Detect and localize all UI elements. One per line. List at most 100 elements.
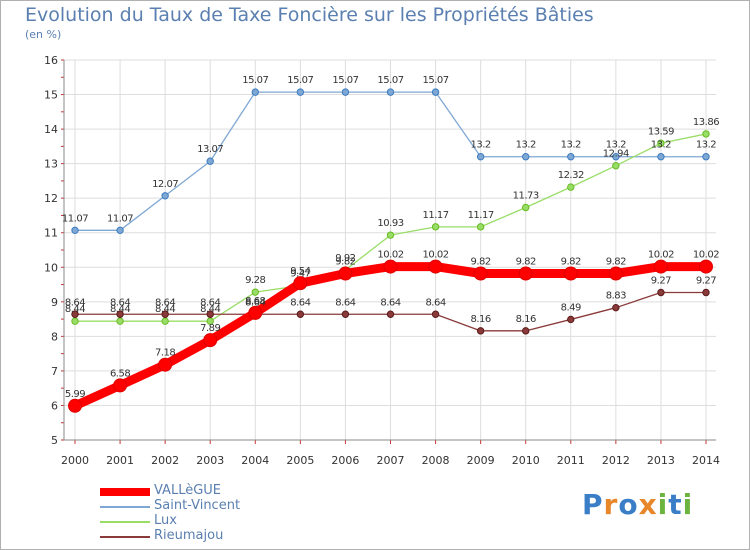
data-point-1 — [251, 88, 259, 96]
data-label: 8.83 — [606, 291, 626, 302]
x-tick-label: 2014 — [692, 454, 720, 467]
data-point-1 — [206, 157, 214, 165]
data-point-3 — [522, 327, 530, 335]
data-label: 9.28 — [245, 275, 265, 286]
data-label: 15.07 — [332, 75, 358, 86]
data-point-3 — [612, 303, 620, 312]
data-label: 7.18 — [155, 348, 175, 359]
data-point-0 — [699, 259, 713, 274]
data-point-3 — [296, 310, 305, 318]
data-label: 13.07 — [197, 144, 223, 155]
data-label: 11.07 — [62, 213, 88, 224]
data-point-0 — [653, 259, 668, 274]
data-point-2 — [116, 317, 124, 325]
proxiti-logo: Proxiti — [582, 488, 693, 521]
logo-letter: i — [657, 488, 669, 521]
data-point-2 — [476, 223, 485, 231]
data-point-1 — [522, 153, 530, 161]
data-point-2 — [612, 162, 620, 170]
x-tick-label: 2003 — [196, 454, 224, 467]
y-tick-label: 16 — [44, 54, 58, 67]
data-label: 8.44 — [200, 304, 220, 315]
legend-label: Rieumajou — [154, 528, 224, 543]
data-label: 8.44 — [155, 304, 175, 315]
data-point-2 — [71, 317, 79, 325]
data-label: 13.2 — [651, 140, 671, 151]
data-label: 15.07 — [287, 75, 313, 86]
x-tick-label: 2007 — [377, 454, 405, 467]
data-point-0 — [518, 266, 533, 281]
data-point-0 — [473, 266, 488, 281]
data-label: 8.64 — [245, 297, 265, 308]
x-tick-label: 2013 — [647, 454, 675, 467]
data-label: 9.54 — [290, 266, 310, 277]
legend-swatch — [100, 521, 150, 523]
data-point-2 — [206, 317, 214, 325]
data-point-1 — [612, 153, 620, 161]
data-point-3 — [206, 310, 214, 318]
data-label: 10.02 — [423, 250, 449, 261]
legend-swatch — [100, 488, 150, 496]
data-point-3 — [431, 310, 440, 318]
data-label: 9.82 — [335, 256, 355, 267]
data-label: 13.59 — [648, 126, 674, 137]
data-label: 8.49 — [561, 302, 581, 313]
data-label: 7.89 — [200, 323, 220, 334]
logo-letter: i — [682, 488, 694, 521]
data-label: 9.82 — [561, 256, 581, 267]
data-point-1 — [476, 153, 485, 161]
legend-label: Lux — [154, 513, 177, 528]
data-point-2 — [431, 223, 440, 231]
data-label: 8.64 — [155, 297, 175, 308]
legend-swatch — [100, 506, 150, 508]
data-label: 9.92 — [335, 253, 355, 264]
data-label: 8.64 — [290, 297, 310, 308]
data-point-2 — [567, 183, 575, 191]
data-point-3 — [386, 310, 395, 318]
data-label: 11.73 — [513, 191, 539, 202]
data-label: 5.99 — [65, 389, 85, 400]
data-point-1 — [161, 192, 169, 200]
data-label: 10.93 — [377, 218, 403, 229]
x-tick-label: 2006 — [331, 454, 359, 467]
legend-swatch — [100, 536, 150, 538]
data-point-1 — [71, 226, 79, 235]
data-point-0 — [293, 276, 308, 291]
data-label: 13.2 — [516, 140, 536, 151]
data-label: 8.44 — [110, 304, 130, 315]
data-label: 8.64 — [65, 297, 85, 308]
data-label: 9.82 — [516, 256, 536, 267]
data-point-0 — [608, 266, 623, 281]
data-label: 13.86 — [693, 117, 719, 128]
x-tick-label: 2004 — [241, 454, 269, 467]
y-tick-label: 5 — [51, 434, 58, 447]
data-point-3 — [116, 310, 124, 318]
legend-label: VALLèGUE — [154, 483, 222, 498]
y-tick-label: 12 — [44, 192, 58, 205]
data-point-3 — [71, 310, 79, 318]
data-point-1 — [116, 226, 124, 235]
data-point-0 — [563, 266, 578, 281]
data-point-2 — [251, 288, 259, 296]
data-point-2 — [386, 231, 395, 239]
data-label: 10.02 — [693, 250, 719, 261]
logo-letter: x — [638, 488, 658, 521]
data-label: 13.2 — [696, 140, 716, 151]
data-label: 6.58 — [110, 368, 130, 379]
data-point-1 — [296, 88, 305, 96]
data-point-0 — [338, 266, 353, 281]
x-tick-label: 2011 — [557, 454, 585, 467]
data-point-0 — [158, 357, 173, 372]
data-label: 10.02 — [648, 250, 674, 261]
data-label: 12.94 — [603, 149, 629, 160]
data-label: 9.27 — [696, 275, 716, 286]
logo-letter: r — [603, 488, 619, 521]
y-tick-label: 14 — [44, 123, 58, 136]
legend-label: Saint-Vincent — [154, 498, 241, 513]
x-tick-label: 2001 — [106, 454, 134, 467]
data-label: 15.07 — [377, 75, 403, 86]
y-tick-label: 7 — [51, 365, 58, 378]
data-point-3 — [567, 315, 575, 324]
x-tick-label: 2012 — [602, 454, 630, 467]
y-tick-label: 9 — [51, 296, 58, 309]
